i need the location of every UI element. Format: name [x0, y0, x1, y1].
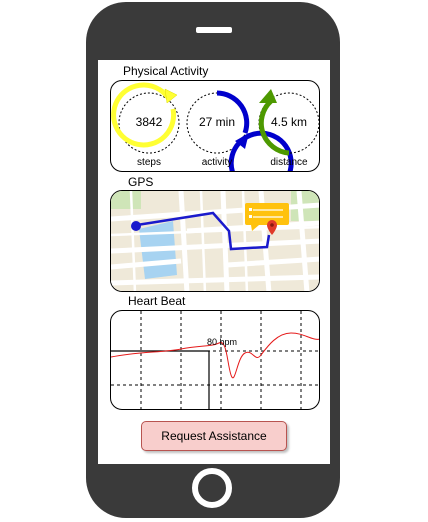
activity-rings	[111, 82, 319, 171]
activity-label: activity	[201, 157, 233, 168]
map-pin-icon[interactable]	[267, 220, 277, 235]
distance-ring	[258, 89, 319, 156]
heart-beat-title: Heart Beat	[128, 294, 186, 308]
chart-grid	[111, 311, 319, 409]
steps-value: 3842	[135, 115, 163, 129]
heart-beat-chart	[111, 311, 319, 409]
distance-label: distance	[270, 157, 308, 168]
heart-beat-panel: 80 bpm	[110, 310, 320, 410]
request-assistance-button[interactable]: Request Assistance	[141, 421, 287, 451]
gps-title: GPS	[128, 175, 154, 189]
gps-panel[interactable]	[110, 190, 320, 292]
speaker-slot	[196, 27, 232, 33]
baseline-marker	[111, 350, 210, 409]
heart-rate-line	[111, 332, 319, 379]
bpm-label: 80 bpm	[206, 337, 238, 347]
gps-map[interactable]	[111, 191, 320, 292]
home-button[interactable]	[192, 468, 232, 508]
physical-activity-title: Physical Activity	[123, 64, 209, 78]
activity-value: 27 min	[198, 115, 236, 129]
activity-ring	[186, 90, 294, 171]
physical-activity-panel: 3842 27 min 4.5 km steps activity distan…	[110, 80, 320, 172]
steps-label: steps	[137, 157, 161, 168]
location-card-icon[interactable]	[245, 203, 289, 231]
current-location-dot	[131, 221, 141, 231]
distance-value: 4.5 km	[270, 115, 307, 129]
steps-ring	[111, 82, 180, 154]
